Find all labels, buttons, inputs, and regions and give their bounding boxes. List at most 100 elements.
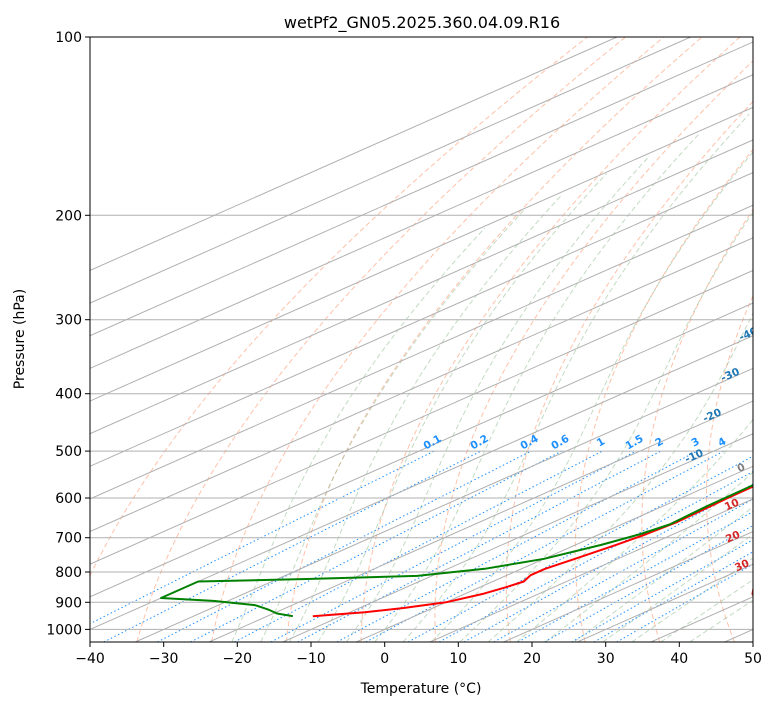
mixing-ratio-line (571, 539, 753, 642)
y-tick-label: 200 (55, 208, 82, 224)
axes: −40 −30 −20 −10 0 10 20 30 40 5010020030040050060… (46, 30, 762, 667)
isotherm-label: -40 (737, 325, 759, 344)
moist-adiabat-line (374, 132, 701, 642)
background-lines (90, 37, 775, 642)
x-tick-label: 10 (449, 651, 467, 667)
y-tick-label: 100 (55, 30, 82, 46)
mixing-ratio-line (463, 483, 753, 642)
y-tick-label: 500 (55, 444, 82, 460)
dry-adiabat-line (211, 37, 665, 642)
mixing-ratio-line (234, 450, 603, 642)
isotherm-line (282, 433, 753, 642)
y-tick-label: 300 (55, 313, 82, 329)
moist-adiabat-line (345, 157, 649, 642)
plot-frame (89, 36, 754, 643)
moist-adiabat-line (288, 194, 562, 642)
dewpoint-profile-line (160, 484, 753, 618)
dry-adiabat-line (90, 37, 588, 577)
mixing-ratio-line (90, 450, 435, 625)
moist-adiabat-line (631, 557, 753, 642)
isotherm-line (90, 41, 753, 337)
mixing-ratio-label: 2 (653, 435, 665, 449)
y-tick-label: 1000 (46, 622, 82, 638)
x-tick-label: −20 (223, 651, 253, 667)
isotherm-line (356, 465, 753, 642)
chart-title: wetPf2_GN05.2025.360.04.09.R16 (284, 13, 560, 33)
isotherm-line (90, 139, 753, 435)
isotherm-label: -20 (701, 406, 723, 425)
dry-adiabat-line (285, 37, 703, 642)
y-tick-label: 700 (55, 531, 82, 547)
mixing-ratio-line (593, 551, 753, 642)
y-tick-label: 800 (55, 565, 82, 581)
y-axis-label: Pressure (hPa) (12, 289, 28, 389)
dry-adiabat-line (769, 37, 775, 642)
mixing-ratio-line (365, 450, 724, 642)
moist-adiabat-line (544, 471, 753, 642)
x-tick-label: 0 (380, 651, 389, 667)
x-tick-label: 40 (670, 651, 688, 667)
moist-adiabat-line (317, 173, 607, 642)
isotherm-label: 0 (736, 461, 748, 475)
x-tick-label: 30 (597, 651, 615, 667)
mixing-ratio-line (190, 450, 563, 642)
mixing-ratio-line (493, 498, 753, 642)
mixing-ratio-label: 4 (716, 435, 728, 449)
isotherm-line (90, 269, 753, 565)
mixing-ratio-line (438, 471, 753, 642)
moist-adiabat-line (573, 506, 753, 642)
isotherm-line (650, 596, 753, 642)
temperature-profile-line (312, 485, 753, 618)
moist-adiabat-line (402, 113, 750, 642)
moist-adiabat-line (231, 227, 486, 642)
line-labels: 0.10.20.40.611.52346810131620253036-100-… (422, 285, 775, 600)
y-tick-label: 600 (55, 491, 82, 507)
isotherm-line (90, 37, 691, 304)
mixing-ratio-line (616, 563, 753, 642)
isotherm-label: 40 (749, 583, 767, 600)
mixing-ratio-line (103, 450, 482, 642)
mixing-ratio-line (544, 524, 753, 642)
isotherm-line (135, 367, 753, 642)
isotherm-line (90, 204, 753, 500)
isotherm-label: 10 (723, 497, 741, 514)
y-tick-label: 400 (55, 387, 82, 403)
mixing-ratio-label: 0.6 (549, 433, 571, 453)
profile-series (160, 484, 753, 618)
isotherm-line (90, 37, 618, 272)
mixing-ratio-label: 0.4 (518, 433, 540, 453)
x-tick-label: 50 (744, 651, 762, 667)
moist-adiabat-line (487, 311, 753, 642)
isotherm-line (90, 74, 753, 369)
mixing-ratio-line (297, 450, 662, 642)
mixing-ratio-line (407, 455, 753, 642)
mixing-ratio-label: 1.5 (624, 433, 646, 453)
x-tick-label: −10 (296, 651, 326, 667)
isotherm-line (503, 531, 753, 642)
isotherm-line (90, 172, 753, 467)
isotherm-line (90, 106, 753, 402)
mixing-ratio-label: 0.2 (468, 433, 490, 453)
mixing-ratio-label: 0.1 (422, 433, 444, 453)
dry-adiabat-line (136, 37, 626, 642)
mixing-ratio-label: 1 (595, 435, 607, 449)
isotherm-line (90, 302, 753, 598)
moist-adiabat-line (431, 151, 753, 642)
isotherm-line (90, 237, 753, 533)
dry-adiabat-line (505, 100, 753, 642)
x-tick-label: 20 (523, 651, 541, 667)
y-tick-label: 900 (55, 595, 82, 611)
isotherm-label: 30 (733, 557, 751, 574)
isotherm-line (429, 498, 753, 642)
isotherm-label: -30 (719, 366, 741, 385)
isotherm-line (208, 400, 753, 642)
x-tick-label: −30 (149, 651, 179, 667)
mixing-ratio-line (157, 450, 532, 642)
moist-adiabat-line (602, 533, 753, 642)
mixing-ratio-line (270, 450, 637, 642)
mixing-ratio-label: 6 (755, 435, 767, 449)
isotherm-label: -50 (755, 285, 775, 304)
x-axis-label: Temperature (°C) (360, 681, 482, 697)
moist-adiabat-line (516, 418, 753, 642)
